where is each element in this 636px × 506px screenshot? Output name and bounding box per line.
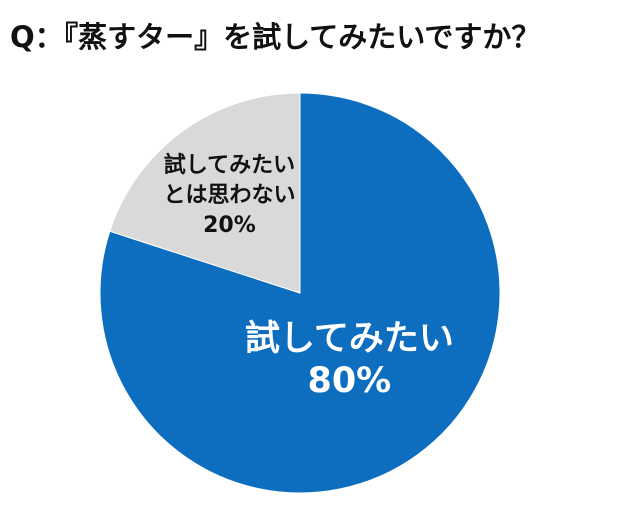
slice-value-label-0: 80%	[307, 361, 391, 401]
slice-category-label-0: 試してみたい	[245, 319, 454, 359]
pie-slice-1	[109, 92, 301, 294]
slice-category-label-1: とは思わない	[163, 183, 295, 208]
slice-category-label-1: 試してみたい	[164, 152, 295, 178]
chart-title: Q：『蒸すター』を試してみたいですか？	[10, 20, 541, 54]
slice-value-label-1: 20%	[203, 213, 256, 238]
